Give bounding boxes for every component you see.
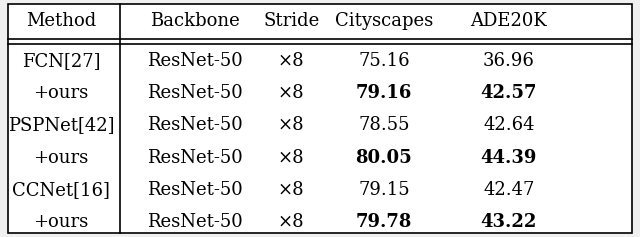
Text: ResNet-50: ResNet-50 xyxy=(147,84,243,102)
Text: ResNet-50: ResNet-50 xyxy=(147,116,243,134)
Text: 43.22: 43.22 xyxy=(481,214,537,232)
Text: ResNet-50: ResNet-50 xyxy=(147,52,243,70)
Text: CCNet[16]: CCNet[16] xyxy=(12,181,109,199)
Text: ADE20K: ADE20K xyxy=(470,12,547,30)
Text: ×8: ×8 xyxy=(278,149,305,167)
Text: Stride: Stride xyxy=(263,12,319,30)
Text: ResNet-50: ResNet-50 xyxy=(147,214,243,232)
Text: 79.15: 79.15 xyxy=(358,181,410,199)
Text: Backbone: Backbone xyxy=(150,12,240,30)
Text: 78.55: 78.55 xyxy=(358,116,410,134)
Text: 44.39: 44.39 xyxy=(481,149,537,167)
Text: FCN[27]: FCN[27] xyxy=(22,52,100,70)
Text: 36.96: 36.96 xyxy=(483,52,535,70)
Text: PSPNet[42]: PSPNet[42] xyxy=(8,116,114,134)
Text: +ours: +ours xyxy=(33,84,88,102)
Text: ×8: ×8 xyxy=(278,181,305,199)
Text: +ours: +ours xyxy=(33,214,88,232)
Text: ×8: ×8 xyxy=(278,52,305,70)
Text: 75.16: 75.16 xyxy=(358,52,410,70)
Text: ResNet-50: ResNet-50 xyxy=(147,181,243,199)
Text: ×8: ×8 xyxy=(278,116,305,134)
Text: Cityscapes: Cityscapes xyxy=(335,12,433,30)
Text: +ours: +ours xyxy=(33,149,88,167)
Text: ×8: ×8 xyxy=(278,214,305,232)
Text: ResNet-50: ResNet-50 xyxy=(147,149,243,167)
Text: 42.64: 42.64 xyxy=(483,116,534,134)
Text: 79.16: 79.16 xyxy=(356,84,412,102)
Text: 42.47: 42.47 xyxy=(483,181,534,199)
Text: 80.05: 80.05 xyxy=(356,149,412,167)
Text: 79.78: 79.78 xyxy=(356,214,412,232)
Text: 42.57: 42.57 xyxy=(481,84,537,102)
Text: ×8: ×8 xyxy=(278,84,305,102)
Text: Method: Method xyxy=(26,12,96,30)
